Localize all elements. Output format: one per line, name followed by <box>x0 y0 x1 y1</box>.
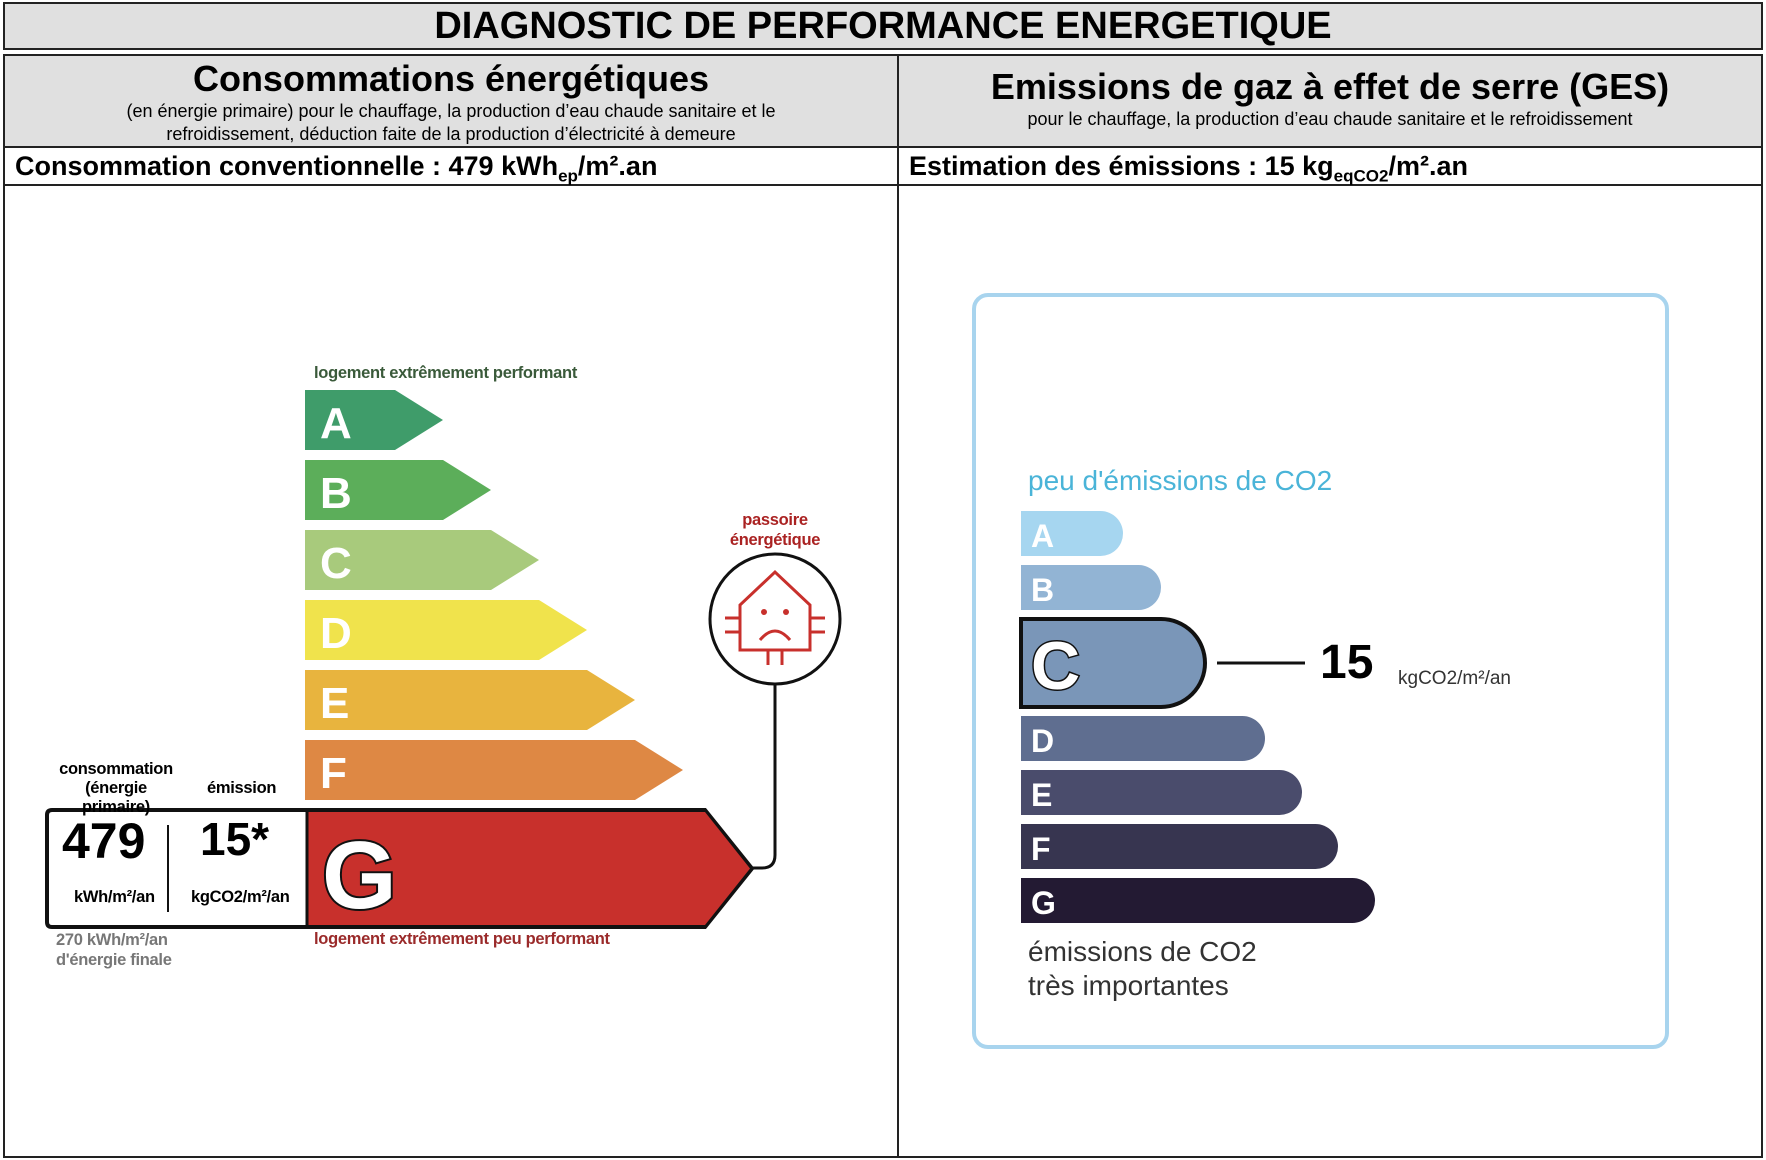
ges-bottom-label: émissions de CO2 très importantes <box>1028 935 1257 1003</box>
ges-class-letter-F: F <box>1031 831 1051 867</box>
energy-summary: Consommation conventionnelle : 479 kWhep… <box>5 148 897 186</box>
final-energy-label: d'énergie finale <box>56 951 172 969</box>
consumption-value: 479 <box>62 813 146 869</box>
energy-class-letter-A: A <box>320 399 352 448</box>
energy-class-letter-F: F <box>320 749 347 798</box>
passoire-text: passoire <box>742 511 808 529</box>
house-icon <box>738 569 812 652</box>
energy-class-bar-G <box>307 812 750 925</box>
ges-unit: kgCO2/m²/an <box>1398 668 1511 689</box>
consumption-unit: kWh/m²/an <box>74 888 155 906</box>
ges-summary: Estimation des émissions : 15 kgeqCO2/m²… <box>899 148 1761 186</box>
ges-class-bar-A <box>1021 511 1123 556</box>
consumption-label: consommation (énergie primaire) <box>56 760 176 817</box>
dpe-top-label: logement extrêmement performant <box>314 364 578 382</box>
energy-class-bar-B <box>305 460 491 520</box>
ges-value: 15 <box>1320 636 1374 689</box>
summary-sub: ep <box>558 166 578 186</box>
energy-class-letter-C: C <box>320 539 352 588</box>
ges-class-bar-B <box>1021 565 1161 610</box>
energy-class-letter-B: B <box>320 469 352 518</box>
summary-suffix: /m².an <box>577 151 658 181</box>
summary-text: Estimation des émissions : 15 kg <box>909 151 1334 181</box>
sad-mouth <box>758 629 792 641</box>
ges-class-bar-E <box>1021 770 1302 815</box>
passoire-text2: énergétique <box>729 531 821 549</box>
page-title: DIAGNOSTIC DE PERFORMANCE ENERGETIQUE <box>3 2 1763 50</box>
ges-class-letter-B: B <box>1031 572 1054 608</box>
column-divider <box>897 56 899 1156</box>
energy-class-bar-F <box>305 740 683 800</box>
ges-class-letter-E: E <box>1031 777 1052 813</box>
ges-class-bar-D <box>1021 716 1266 761</box>
consumption-label-text: consommation <box>59 760 173 778</box>
emission-label: émission <box>207 779 277 797</box>
energy-header: Consommations énergétiques (en énergie p… <box>5 56 897 148</box>
final-energy: 270 kWh/m²/an d'énergie finale <box>56 930 172 970</box>
energy-class-bar-A <box>305 390 443 450</box>
ges-top-label: peu d'émissions de CO2 <box>1028 465 1333 496</box>
ges-class-letter-D: D <box>1031 723 1054 759</box>
emission-value: 15* <box>200 813 270 865</box>
ges-description: pour le chauffage, la production d’eau c… <box>1027 109 1633 129</box>
energy-class-letter-D: D <box>320 609 352 658</box>
passoire-label: passoire énergétique <box>705 510 845 550</box>
summary-sub: eqCO2 <box>1333 166 1389 186</box>
energy-class-bar-E <box>305 670 635 730</box>
ges-class-letter-G: G <box>1031 885 1056 921</box>
ges-heading: Emissions de gaz à effet de serre (GES) <box>990 66 1670 107</box>
energy-heading: Consommations énergétiques <box>192 58 710 99</box>
energy-description: (en énergie primaire) pour le chauffage,… <box>126 101 776 144</box>
ges-class-bar-G <box>1021 878 1375 923</box>
summary-text: Consommation conventionnelle : 479 kWh <box>15 151 559 181</box>
dpe-bottom-label: logement extrêmement peu performant <box>314 930 610 948</box>
emission-unit: kgCO2/m²/an <box>191 888 290 906</box>
summary-suffix: /m².an <box>1388 151 1468 181</box>
final-energy-value: 270 kWh/m²/an <box>56 931 168 949</box>
ges-bottom-label2: très importantes <box>1028 970 1229 1001</box>
dpe-table: Consommations énergétiques (en énergie p… <box>3 54 1763 1158</box>
ges-class-bar-C <box>1019 617 1207 709</box>
ges-class-letter-C: C <box>1031 628 1080 704</box>
energy-class-bar-C <box>305 530 539 590</box>
connector-line <box>752 684 777 870</box>
energy-class-letter-G: G <box>322 822 397 929</box>
ges-header: Emissions de gaz à effet de serre (GES) … <box>899 56 1761 148</box>
ges-frame <box>972 293 1669 1049</box>
energy-class-letter-E: E <box>320 679 349 728</box>
face-eye <box>783 609 789 615</box>
consumption-sub: (énergie primaire) <box>82 779 150 816</box>
ges-class-letter-A: A <box>1031 518 1054 554</box>
face-eye <box>761 609 767 615</box>
energy-class-bar-D <box>305 600 587 660</box>
ges-class-bar-F <box>1021 824 1338 869</box>
ges-bottom-label1: émissions de CO2 <box>1028 936 1257 967</box>
